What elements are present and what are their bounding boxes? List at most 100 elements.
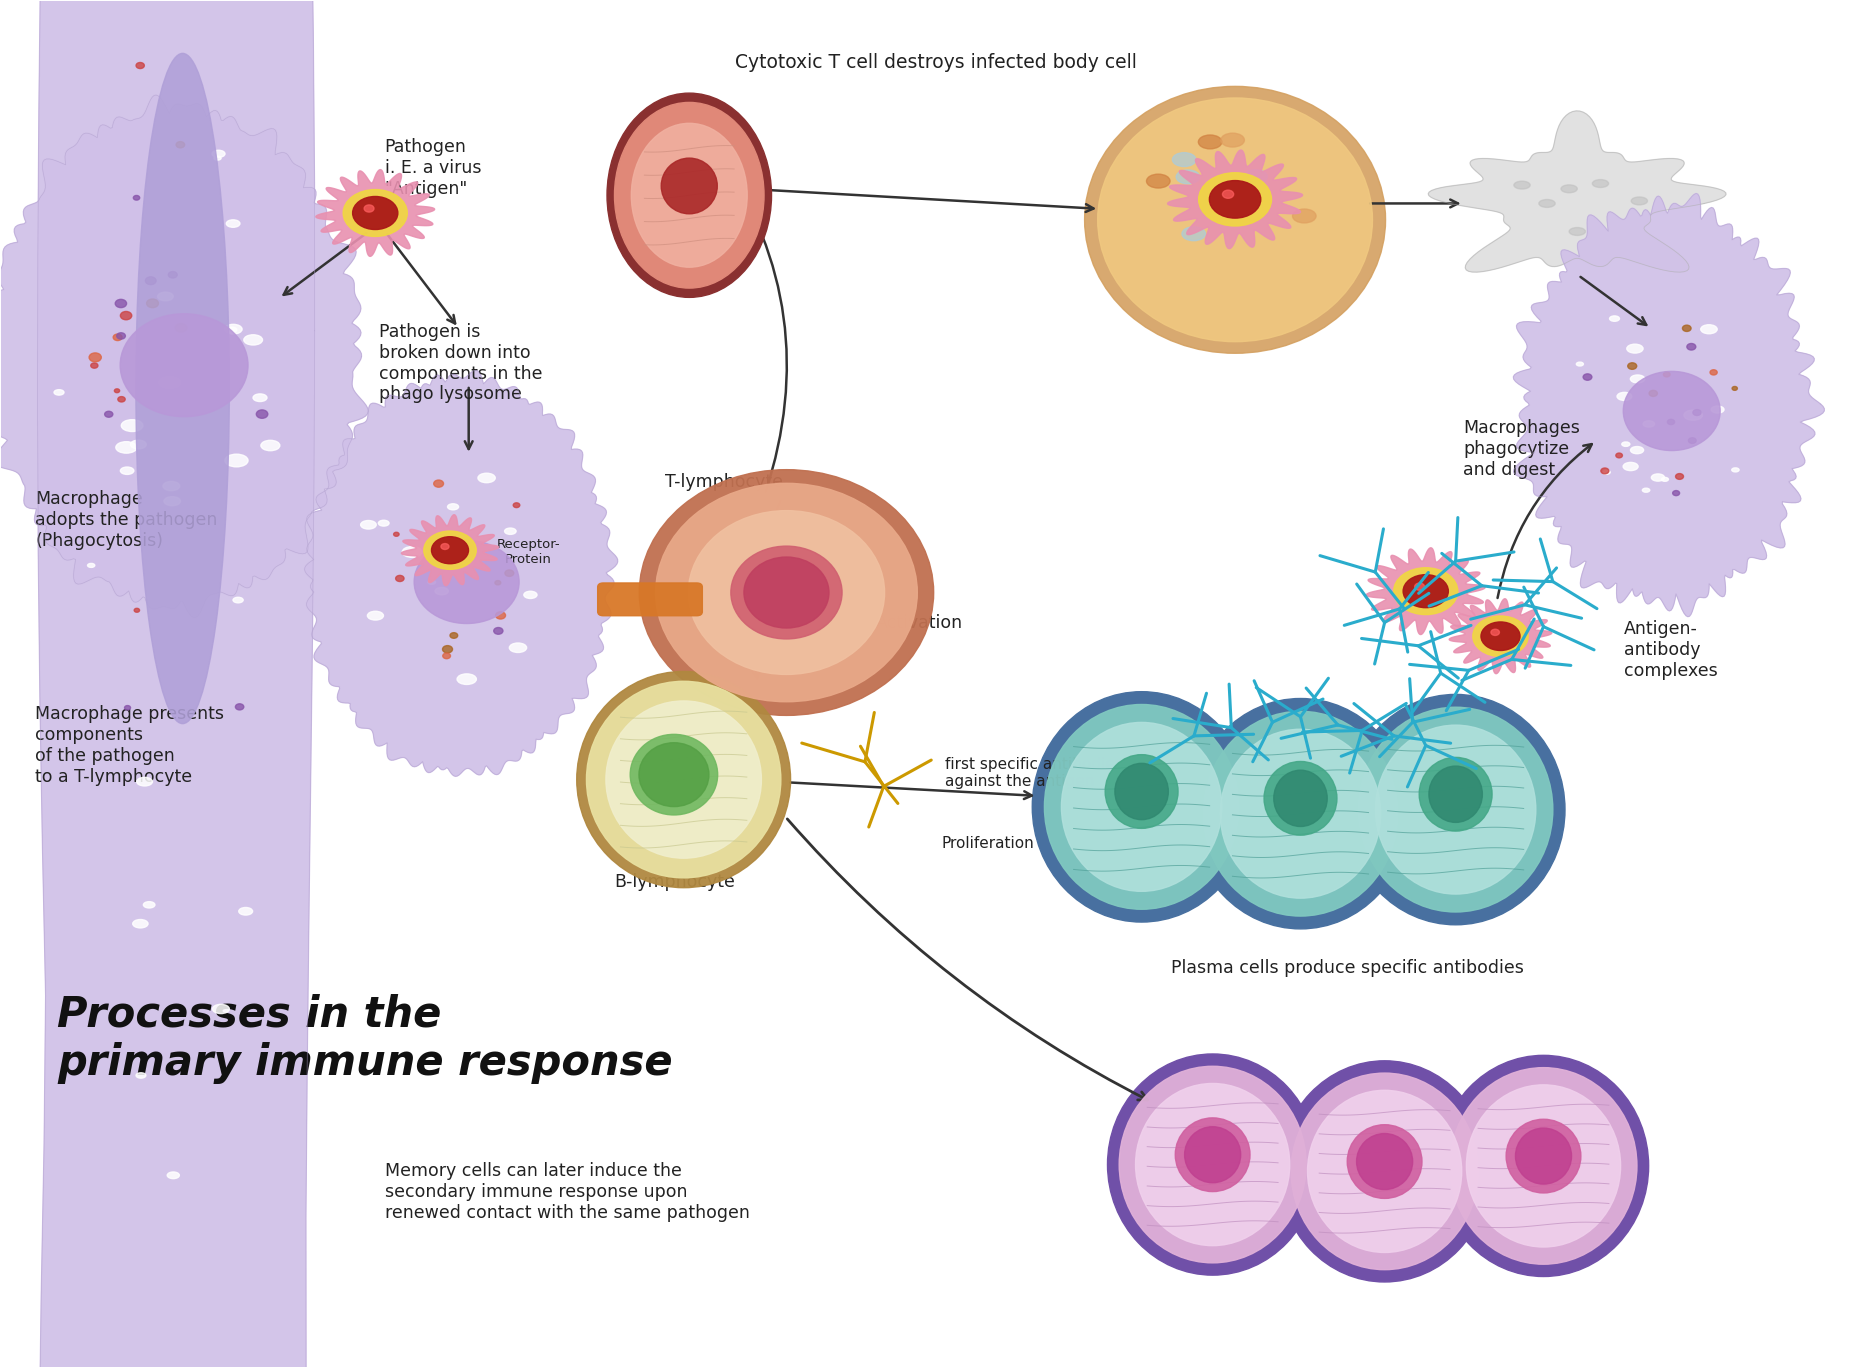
Ellipse shape	[1204, 711, 1398, 917]
Ellipse shape	[505, 528, 517, 535]
Ellipse shape	[137, 777, 152, 787]
Circle shape	[90, 363, 97, 368]
Text: first specific antibodies
against the antigen: first specific antibodies against the an…	[945, 757, 1123, 789]
Circle shape	[496, 611, 505, 620]
Polygon shape	[316, 170, 434, 256]
Circle shape	[90, 353, 101, 361]
Ellipse shape	[402, 547, 421, 557]
Circle shape	[125, 706, 131, 710]
Ellipse shape	[730, 546, 842, 639]
Circle shape	[1709, 369, 1717, 375]
Ellipse shape	[1031, 692, 1250, 922]
Circle shape	[1601, 468, 1608, 473]
Ellipse shape	[232, 598, 243, 603]
Ellipse shape	[227, 220, 240, 227]
Ellipse shape	[1428, 766, 1483, 822]
Ellipse shape	[1651, 473, 1664, 482]
Circle shape	[1490, 629, 1499, 636]
Circle shape	[118, 397, 125, 402]
Polygon shape	[1513, 193, 1823, 617]
Ellipse shape	[159, 376, 182, 389]
Ellipse shape	[243, 335, 262, 345]
Ellipse shape	[1514, 181, 1529, 189]
Circle shape	[1675, 473, 1683, 479]
Ellipse shape	[225, 454, 249, 466]
Circle shape	[1732, 387, 1737, 390]
Text: B-lymphocyte: B-lymphocyte	[614, 873, 734, 891]
Text: "Killer Cell": "Killer Cell"	[616, 163, 713, 181]
Ellipse shape	[212, 1004, 230, 1014]
Circle shape	[1616, 453, 1623, 458]
Ellipse shape	[743, 557, 829, 628]
Polygon shape	[0, 94, 369, 617]
Ellipse shape	[1631, 446, 1644, 454]
Circle shape	[105, 412, 112, 417]
Circle shape	[1404, 575, 1449, 607]
Circle shape	[146, 276, 155, 285]
Ellipse shape	[378, 520, 389, 527]
Ellipse shape	[1623, 371, 1720, 450]
Ellipse shape	[1642, 488, 1649, 492]
Circle shape	[116, 332, 125, 339]
Ellipse shape	[1576, 363, 1584, 367]
Ellipse shape	[1685, 410, 1702, 420]
Ellipse shape	[1307, 1090, 1462, 1253]
Ellipse shape	[1631, 375, 1645, 383]
Circle shape	[236, 703, 243, 710]
Ellipse shape	[1172, 153, 1196, 167]
Ellipse shape	[1359, 707, 1554, 912]
Ellipse shape	[1516, 1129, 1571, 1185]
Ellipse shape	[1221, 729, 1382, 899]
Ellipse shape	[54, 390, 64, 395]
Ellipse shape	[1660, 477, 1668, 482]
Ellipse shape	[1419, 758, 1492, 832]
Text: Macrophage
adopts the pathogen
(Phagocytosis): Macrophage adopts the pathogen (Phagocyt…	[36, 490, 217, 550]
Ellipse shape	[1279, 1060, 1490, 1282]
Circle shape	[1222, 190, 1234, 198]
Text: Macrophage presents
components
of the pathogen
to a T-lymphocyte: Macrophage presents components of the pa…	[36, 706, 225, 785]
Ellipse shape	[509, 643, 526, 653]
Ellipse shape	[131, 440, 146, 449]
Polygon shape	[1449, 599, 1552, 673]
Ellipse shape	[361, 520, 376, 529]
Circle shape	[449, 632, 459, 639]
Ellipse shape	[1097, 98, 1372, 342]
Ellipse shape	[1108, 1053, 1318, 1275]
Text: T-lymphocyte: T-lymphocyte	[665, 473, 782, 491]
Circle shape	[1664, 372, 1670, 378]
Ellipse shape	[1292, 209, 1316, 223]
Circle shape	[137, 63, 144, 68]
Circle shape	[432, 536, 468, 564]
Circle shape	[256, 410, 268, 419]
Ellipse shape	[1221, 133, 1245, 146]
Ellipse shape	[1346, 695, 1565, 925]
Ellipse shape	[1621, 442, 1631, 446]
Text: Plasma cells produce specific antibodies: Plasma cells produce specific antibodies	[1170, 959, 1524, 977]
Ellipse shape	[122, 420, 142, 431]
Circle shape	[442, 646, 453, 653]
Ellipse shape	[477, 473, 496, 483]
Circle shape	[505, 570, 513, 576]
Ellipse shape	[165, 497, 180, 506]
Circle shape	[423, 531, 475, 569]
Ellipse shape	[1451, 1067, 1636, 1264]
Ellipse shape	[1466, 1085, 1621, 1248]
Circle shape	[494, 628, 504, 635]
Circle shape	[114, 389, 120, 393]
Circle shape	[116, 300, 127, 308]
Ellipse shape	[1569, 227, 1586, 235]
Ellipse shape	[1623, 462, 1638, 471]
Ellipse shape	[1376, 725, 1535, 895]
Ellipse shape	[429, 580, 436, 584]
Ellipse shape	[1084, 86, 1385, 353]
Ellipse shape	[133, 919, 148, 928]
Text: Activation: Activation	[876, 614, 964, 632]
Ellipse shape	[1348, 1124, 1423, 1198]
Ellipse shape	[116, 442, 137, 453]
Text: Pathogen is
broken down into
components in the
phago lysosome: Pathogen is broken down into components …	[378, 323, 543, 404]
Ellipse shape	[1561, 185, 1578, 193]
Ellipse shape	[1198, 135, 1222, 149]
Ellipse shape	[1119, 1066, 1307, 1263]
Circle shape	[1473, 616, 1528, 657]
Circle shape	[1584, 373, 1591, 380]
